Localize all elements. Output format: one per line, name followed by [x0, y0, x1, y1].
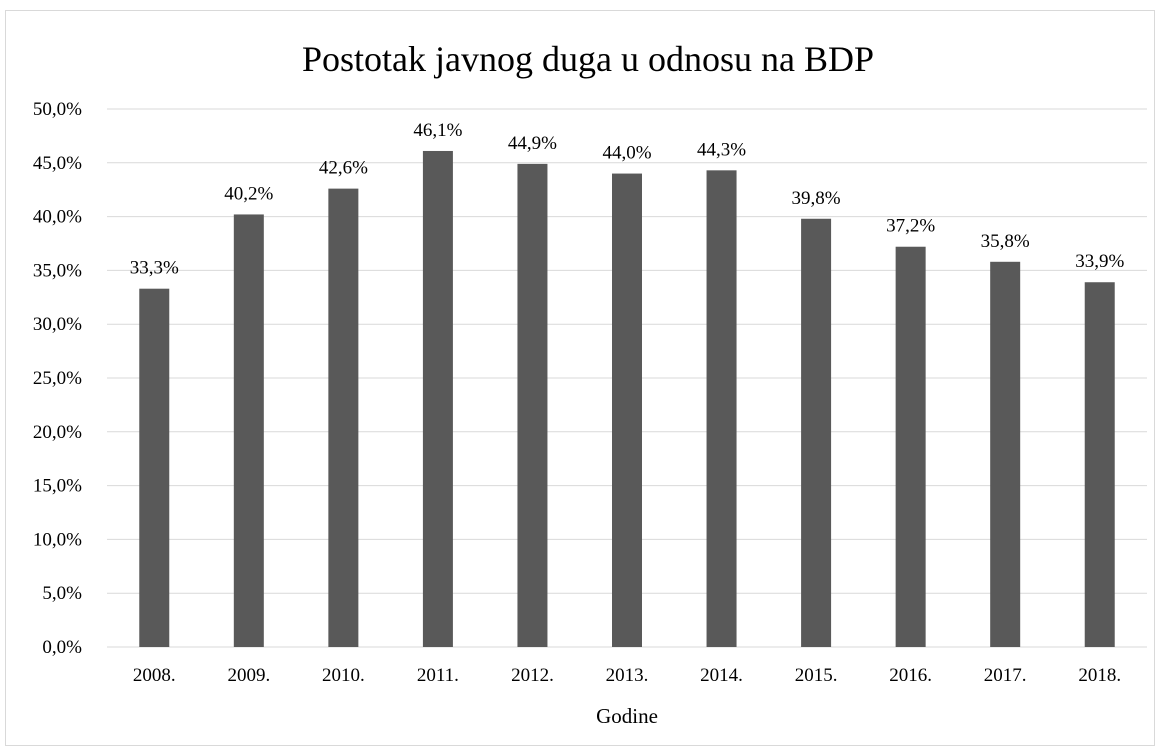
- x-tick-label: 2012.: [511, 665, 554, 686]
- data-label: 44,0%: [602, 143, 651, 164]
- bar-2014: [706, 170, 737, 647]
- y-tick-label: 20,0%: [33, 422, 82, 443]
- y-tick-label: 10,0%: [33, 529, 82, 550]
- bar-2018: [1084, 282, 1115, 647]
- bars: [139, 150, 1115, 648]
- bar-2010: [328, 188, 359, 647]
- x-tick-label: 2017.: [984, 665, 1027, 686]
- data-label: 40,2%: [224, 183, 273, 204]
- x-tick-label: 2018.: [1078, 665, 1121, 686]
- x-tick-label: 2009.: [227, 665, 270, 686]
- bar-2011: [422, 150, 453, 648]
- data-labels: 33,3% 40,2% 42,6% 46,1% 44,9% 44,0% 44,3% 39,8%…: [130, 120, 1125, 279]
- x-tick-label: 2010.: [322, 665, 365, 686]
- data-label: 37,2%: [886, 216, 935, 237]
- y-axis-ticks: 0,0% 5,0% 10,0% 15,0% 20,0% 25,0% 30,0% 35,0% 40…: [33, 99, 82, 658]
- data-label: 44,9%: [508, 133, 557, 154]
- x-axis-title: Godine: [596, 704, 658, 728]
- x-tick-label: 2015.: [795, 665, 838, 686]
- bar-2017: [990, 261, 1021, 647]
- bar-2009: [233, 214, 264, 647]
- data-label: 33,9%: [1075, 251, 1124, 272]
- data-label: 35,8%: [981, 231, 1030, 252]
- y-tick-label: 5,0%: [42, 583, 82, 604]
- bar-2012: [517, 163, 548, 647]
- data-label: 42,6%: [319, 158, 368, 179]
- x-tick-label: 2013.: [606, 665, 649, 686]
- y-tick-label: 50,0%: [33, 99, 82, 120]
- x-tick-label: 2008.: [133, 665, 176, 686]
- bar-2008: [139, 288, 170, 647]
- y-tick-label: 25,0%: [33, 368, 82, 389]
- y-tick-label: 40,0%: [33, 207, 82, 228]
- bar-2015: [801, 218, 832, 647]
- data-label: 46,1%: [413, 120, 462, 141]
- bar-2013: [612, 173, 642, 647]
- data-label: 44,3%: [697, 139, 746, 160]
- data-label: 33,3%: [130, 258, 179, 279]
- x-tick-label: 2014.: [700, 665, 743, 686]
- y-tick-label: 35,0%: [33, 260, 82, 281]
- chart-title: Postotak javnog duga u odnosu na BDP: [302, 39, 874, 79]
- y-tick-label: 30,0%: [33, 314, 82, 335]
- y-tick-label: 0,0%: [42, 637, 82, 658]
- data-label: 39,8%: [792, 188, 841, 209]
- x-tick-label: 2016.: [889, 665, 932, 686]
- x-axis-ticks: 2008. 2009. 2010. 2011. 2012. 2013. 2014. 2015.…: [133, 665, 1121, 686]
- y-tick-label: 45,0%: [33, 153, 82, 174]
- x-tick-label: 2011.: [417, 665, 459, 686]
- y-tick-label: 15,0%: [33, 476, 82, 497]
- bar-2016: [895, 246, 926, 647]
